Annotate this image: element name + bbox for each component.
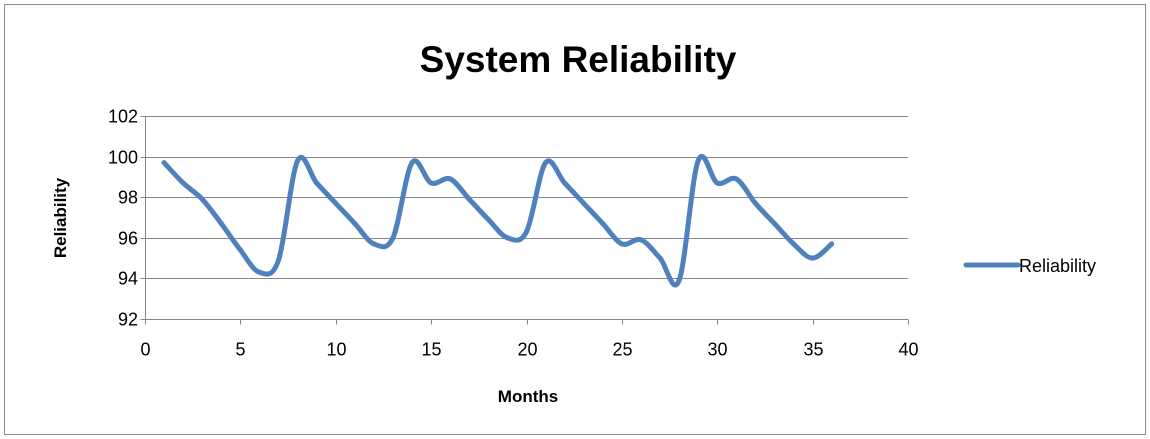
data-point <box>771 221 777 227</box>
data-point <box>829 241 835 247</box>
data-point <box>447 176 453 182</box>
data-point <box>295 158 301 164</box>
x-tick-label: 40 <box>898 340 918 360</box>
data-point <box>619 241 625 247</box>
y-tick-label: 100 <box>108 148 138 168</box>
x-tick-label: 0 <box>140 340 150 360</box>
y-tick-label: 92 <box>118 310 138 330</box>
y-tick-label: 102 <box>108 107 138 127</box>
legend: Reliability <box>963 256 1096 276</box>
data-point <box>371 241 377 247</box>
axes <box>140 116 909 325</box>
data-point <box>543 160 549 166</box>
data-point <box>676 277 682 283</box>
data-point <box>218 221 224 227</box>
x-tick-label: 20 <box>517 340 537 360</box>
data-point <box>276 257 282 263</box>
data-point <box>333 200 339 206</box>
data-point <box>810 255 816 261</box>
data-point <box>256 269 262 275</box>
y-axis-label: Reliability <box>51 177 70 258</box>
tick-labels: 92 94 96 98 100 102 0 5 10 15 20 25 30 35 40 <box>108 107 919 360</box>
data-point <box>695 158 701 164</box>
data-point <box>161 160 167 166</box>
data-point <box>352 221 358 227</box>
legend-label: Reliability <box>1019 256 1096 276</box>
data-point <box>600 221 606 227</box>
data-point <box>524 229 529 235</box>
data-point <box>485 217 491 223</box>
x-tick-label: 10 <box>326 340 346 360</box>
chart-title: System Reliability <box>420 39 737 80</box>
data-point <box>752 200 758 206</box>
data-point <box>314 180 320 186</box>
data-point <box>180 180 186 186</box>
x-tick-label: 25 <box>612 340 632 360</box>
data-point <box>428 180 434 186</box>
data-point <box>237 247 243 253</box>
data-point <box>657 255 663 261</box>
x-tick-label: 30 <box>707 340 727 360</box>
data-point <box>504 235 510 241</box>
chart-area-border <box>4 4 1146 435</box>
y-tick-label: 98 <box>118 188 138 208</box>
data-point <box>791 241 797 247</box>
data-point <box>390 235 396 241</box>
series-layer <box>161 154 835 288</box>
data-point <box>733 176 739 182</box>
gridlines <box>145 116 908 279</box>
data-point <box>714 180 720 186</box>
x-axis-label: Months <box>498 387 558 406</box>
data-point <box>562 180 568 186</box>
y-tick-label: 96 <box>118 229 138 249</box>
data-point <box>409 160 415 166</box>
data-point <box>581 200 587 206</box>
data-point <box>638 237 644 243</box>
y-tick-label: 94 <box>118 269 138 289</box>
x-tick-label: 15 <box>421 340 441 360</box>
data-point <box>466 196 472 202</box>
x-tick-label: 5 <box>235 340 245 360</box>
x-tick-label: 35 <box>803 340 823 360</box>
data-point <box>199 196 205 202</box>
